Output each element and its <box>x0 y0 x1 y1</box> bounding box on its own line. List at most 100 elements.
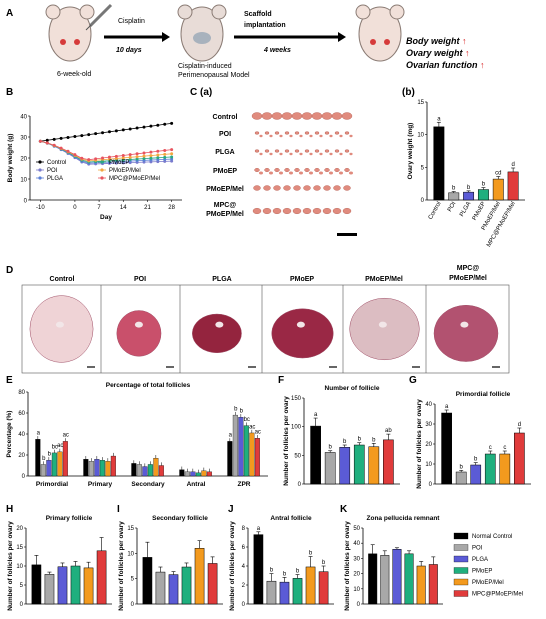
significance-letter: b <box>467 185 471 191</box>
series-point <box>163 148 167 152</box>
ovary-photo <box>279 152 283 156</box>
bar <box>477 189 489 201</box>
ovary-photo <box>339 152 343 156</box>
ovary-row-label: Control <box>213 114 238 121</box>
ovary-photo <box>282 207 292 214</box>
histology-title: Control <box>50 276 75 283</box>
significance-letter: b <box>343 439 347 445</box>
histology-section <box>116 310 162 357</box>
bar <box>492 178 504 201</box>
series-point <box>114 157 118 161</box>
series-point <box>170 155 174 159</box>
series-point <box>66 135 70 139</box>
y-tick-label: 5 <box>131 577 135 583</box>
series-point <box>128 155 132 159</box>
panel-label-a: A <box>6 8 13 19</box>
ovary-photo <box>281 112 293 120</box>
label-6-week-old: 6-week-old <box>57 71 91 78</box>
series-point <box>121 128 125 132</box>
series-point <box>45 138 49 142</box>
significance-letter: a <box>314 412 318 418</box>
ovary-photo <box>342 207 352 214</box>
ovary-photo <box>253 185 261 191</box>
ovary-photo <box>314 168 320 172</box>
ovary-photo <box>254 131 260 135</box>
ovary-photo <box>349 152 353 156</box>
ovary-photo <box>294 168 300 172</box>
legend-label: MPC@PMoEP/Mel <box>109 176 160 182</box>
bar <box>51 452 57 477</box>
significance-letter: c <box>503 445 506 451</box>
significance-letter: d <box>518 422 521 428</box>
legend-label: PLGA <box>472 557 488 563</box>
ovary-photo <box>294 131 300 135</box>
bar <box>266 580 277 605</box>
ovary-photo <box>284 131 290 135</box>
syringe-icon <box>85 3 113 31</box>
ovary-photo <box>339 171 343 175</box>
chart-title: Zona pellucida remnant <box>367 515 441 522</box>
x-tick-label: Control <box>428 201 443 221</box>
ovary-photo <box>279 134 283 138</box>
y-tick-label: 0 <box>131 602 135 608</box>
y-tick-label: 10 <box>127 551 134 557</box>
series-point <box>107 155 111 159</box>
x-tick-label: MPC@PMoEP/Mel <box>486 201 517 248</box>
bar <box>88 461 94 477</box>
ovary-photo <box>314 131 320 135</box>
significance-letter: b <box>358 437 362 443</box>
histology-section <box>271 308 334 359</box>
bar <box>207 563 218 605</box>
ovary-photo <box>294 149 300 153</box>
ovary-photo <box>289 152 293 156</box>
bar <box>448 192 460 201</box>
ovary-photo <box>324 149 330 153</box>
ovary-photo <box>309 152 313 156</box>
y-tick-label: 20 <box>16 526 23 532</box>
series-point <box>163 122 167 126</box>
histology-title: MPC@ <box>457 265 480 272</box>
y-tick-label: 6 <box>242 545 246 551</box>
bar <box>507 171 519 201</box>
significance-letter: a <box>229 433 233 439</box>
bar <box>232 414 238 477</box>
bar <box>35 439 41 477</box>
y-axis-label: Number of follicles per ovary <box>344 521 351 611</box>
ovary-photo <box>271 112 283 120</box>
label-scaffold-2: implantation <box>244 22 286 29</box>
significance-letter: b <box>309 551 313 557</box>
bar <box>380 555 390 605</box>
ovary-photo <box>273 185 281 191</box>
ovary-photo <box>334 131 340 135</box>
bar <box>253 534 264 605</box>
x-tick-label: 7 <box>97 205 101 211</box>
y-tick-label: 0 <box>429 482 433 488</box>
significance-letter: a <box>437 116 441 122</box>
x-tick-label: Primordial <box>36 481 68 488</box>
chart-title: Percentage of total follicles <box>106 382 191 389</box>
y-tick-label: 10 <box>16 564 23 570</box>
series-point <box>163 152 167 156</box>
ovary-photo <box>263 185 271 191</box>
ovary-photo <box>302 207 312 214</box>
ovary-photo <box>289 134 293 138</box>
significance-letter: b <box>42 456 46 462</box>
bar <box>105 461 111 477</box>
label-model-line2: Perimenopausal Model <box>178 72 250 79</box>
histology-title: PMoEP/Mel <box>365 276 403 283</box>
bar <box>99 460 105 477</box>
ovary-photo <box>323 185 331 191</box>
ovary-photo <box>339 134 343 138</box>
bar <box>31 564 42 605</box>
ovary-photo <box>284 149 290 153</box>
ovary-photo <box>319 171 323 175</box>
bar <box>428 564 438 605</box>
series-point <box>149 156 153 160</box>
y-tick-label: 0 <box>22 474 26 480</box>
ovary-photo <box>344 131 350 135</box>
ovary-photo <box>291 112 303 120</box>
follicle-spot <box>215 321 224 328</box>
ovary-photo <box>264 149 270 153</box>
ovary-photo <box>261 112 273 120</box>
